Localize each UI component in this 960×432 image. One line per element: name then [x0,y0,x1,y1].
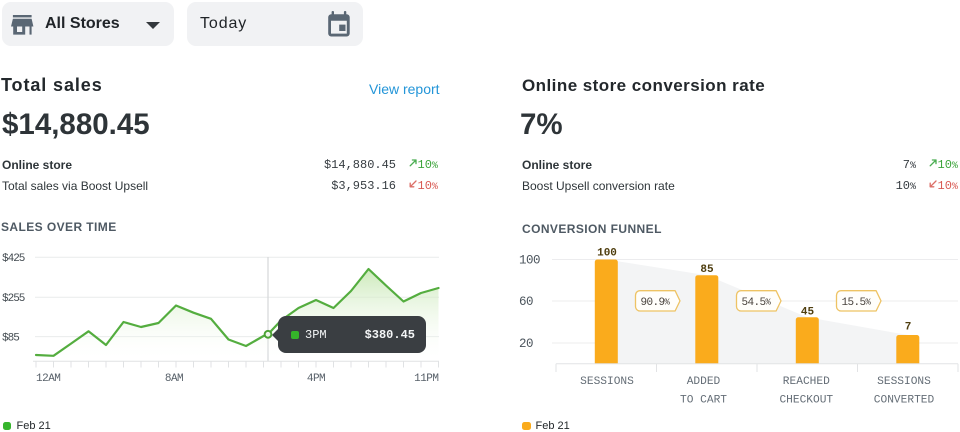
svg-text:SESSIONS: SESSIONS [580,376,634,388]
svg-text:$255: $255 [2,293,25,305]
svg-text:54.5%: 54.5% [742,297,772,309]
svg-text:85: 85 [700,264,714,276]
svg-text:$425: $425 [2,253,25,265]
svg-text:12AM: 12AM [36,373,60,385]
svg-text:60: 60 [519,295,533,309]
svg-text:8AM: 8AM [165,373,183,385]
svg-text:45: 45 [801,307,815,319]
svg-text:100: 100 [519,254,540,268]
svg-text:100: 100 [597,248,617,260]
svg-text:REACHED: REACHED [783,376,830,388]
svg-text:7: 7 [905,322,912,334]
svg-text:ADDED: ADDED [687,376,721,388]
svg-text:TO CART: TO CART [680,395,727,407]
svg-text:CONVERTED: CONVERTED [874,395,935,407]
svg-text:90.9%: 90.9% [641,297,671,309]
svg-text:$85: $85 [2,333,19,345]
svg-text:20: 20 [519,337,533,351]
svg-text:15.5%: 15.5% [842,297,872,309]
svg-text:CHECKOUT: CHECKOUT [779,395,833,407]
svg-text:4PM: 4PM [307,373,325,385]
svg-text:11PM: 11PM [414,373,438,385]
svg-text:SESSIONS: SESSIONS [877,376,931,388]
